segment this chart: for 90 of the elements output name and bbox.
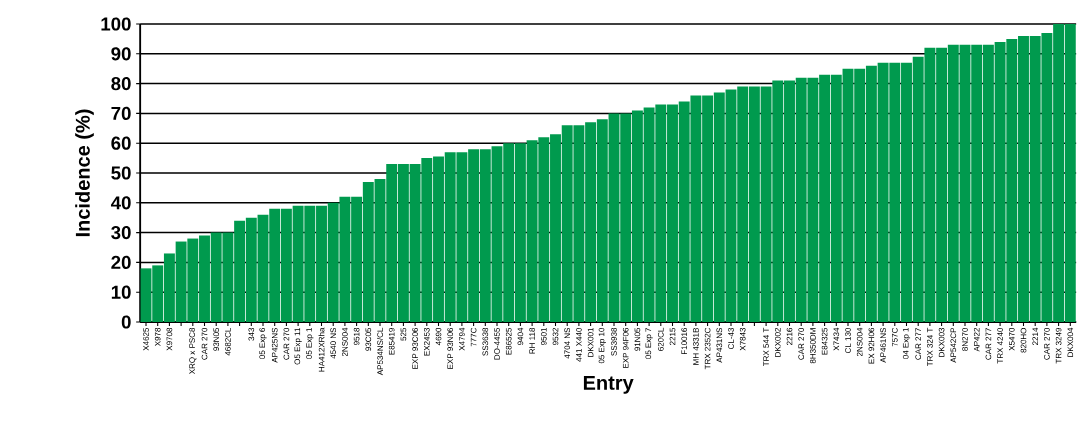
x-tick-label: 9501 (540, 328, 547, 346)
y-tick-label: 70 (111, 106, 131, 121)
x-tick-label: 4704 NS (564, 327, 571, 359)
x-tick-label: SS3638 (482, 327, 489, 356)
x-tick-label: X9708 (166, 327, 173, 351)
y-tick-label: 80 (111, 76, 131, 91)
x-tick-label: TRX 3249 (1055, 327, 1062, 364)
x-tick-label: EX 92H06 (868, 327, 875, 364)
x-tick-label: E86525 (505, 327, 512, 355)
x-tick-label: O5 Exp 11 (294, 327, 302, 365)
x-tick-label: EXP 93C06 (412, 327, 418, 369)
y-tick-label: 50 (111, 166, 131, 180)
x-tick-label: 4682CL (225, 327, 231, 356)
x-tick-label: EXP 93N06 (447, 327, 454, 369)
x-tick-label: 2214 (1032, 327, 1038, 345)
y-axis-title: Incidence (%) (75, 109, 94, 237)
x-tick-label: DO-4455 (494, 327, 500, 360)
x-tick-label: CAR 277 (915, 328, 922, 360)
x-tick-label: 93N05 (213, 327, 220, 351)
x-tick-label: X5470 (1008, 327, 1015, 351)
x-tick-label: 2NS004 (342, 327, 348, 357)
x-tick-label: XRQ x PSC8 (189, 327, 197, 375)
x-tick-label: E85419 (388, 327, 395, 355)
x-tick-label: AP534NS/CL (377, 327, 383, 376)
x-tick-label: 525 (400, 327, 407, 341)
x-tick-label: 8N270 (962, 327, 968, 351)
x-tick-label: AP431NS (716, 327, 723, 363)
x-tick-label: DKX002 (774, 328, 781, 357)
x-tick-label: CAR 270 (201, 327, 208, 360)
x-tick-label: HA412XRha (318, 327, 325, 372)
x-tick-label: X7434 (833, 327, 840, 351)
x-tick-label: SS3938 (611, 327, 617, 356)
x-tick-label: E84325 (821, 327, 828, 355)
y-tick-label: 20 (111, 255, 131, 270)
x-tick-label: AP542CP (950, 328, 957, 363)
x-tick-label: 05 Exp 6 (259, 327, 267, 359)
x-tick-label: TRX 4240 (997, 327, 1003, 364)
x-tick-label: 620CL (657, 327, 664, 351)
x-tick-label: 05 Exp 1 (306, 328, 314, 359)
x-tick-label: 8H350DM (810, 328, 816, 364)
y-tick-label: 40 (110, 196, 131, 210)
x-tick-label: DKX004 (1067, 327, 1074, 357)
x-tick-label: 04 Exp 1 (902, 328, 911, 359)
x-tick-label: DKX003 (938, 327, 945, 357)
x-tick-label: X4625 (143, 327, 149, 351)
x-tick-label: 2215 (669, 327, 676, 345)
x-tick-label: 05 Exp 10 (598, 327, 606, 364)
x-tick-label: RH 118 (529, 327, 535, 354)
x-tick-label: 2NS004 (856, 327, 863, 357)
x-tick-label: EXP 94F06 (622, 327, 629, 368)
y-tick-label: 0 (121, 315, 131, 329)
x-tick-label: AP425NS (271, 327, 278, 363)
x-tick-label: MH 4331B (693, 328, 699, 365)
x-tick-label: CAR 270 (1044, 327, 1050, 360)
x-tick-label: 91N05 (634, 327, 641, 351)
y-tick-label: 30 (111, 225, 131, 240)
x-tick-label: 9532 (552, 328, 559, 346)
x-tick-label: AP422 (973, 328, 980, 352)
x-tick-label: CAR 270 (283, 327, 290, 360)
x-tick-label: 441 X440 (576, 327, 582, 362)
x-tick-label: 9404 (517, 327, 524, 346)
x-tick-label: 2216 (786, 327, 793, 345)
x-tick-label: 757C (891, 327, 898, 347)
x-tick-label: TRX 324 T (927, 327, 933, 367)
x-tick-label: CAR 270 (798, 327, 805, 360)
x-tick-label: 343 (248, 327, 255, 341)
x-tick-label: X4794 (459, 327, 465, 351)
x-tick-label: X978 (154, 327, 161, 347)
x-tick-label: X7843 (739, 327, 746, 351)
x-tick-label: 93C05 (365, 327, 372, 351)
x-tick-label: 05 Exp 7 (645, 328, 653, 359)
y-tick-label: 100 (101, 17, 131, 31)
x-tick-label: 777C (470, 327, 477, 347)
x-tick-label: AP461NS (880, 327, 886, 363)
x-tick-label: TRX 2352C (704, 327, 711, 370)
x-tick-label: 4690 (435, 327, 442, 346)
x-tick-label: 9518 (353, 327, 360, 346)
x-tick-label: F10016 (681, 327, 688, 355)
x-tick-label: DKX001 (587, 328, 594, 357)
x-tick-label: CL-43 (728, 327, 734, 349)
y-tick-label: 90 (111, 47, 131, 61)
x-tick-label: 4540 NS (330, 327, 337, 359)
x-tick-label: TRX 544 T (763, 327, 769, 367)
x-tick-label: CL 130 (845, 327, 851, 353)
x-tick-label: CAR 277 (985, 328, 992, 360)
y-tick-label: 60 (111, 136, 131, 150)
y-tick-label: 10 (111, 285, 131, 299)
x-tick-label: EX2453 (423, 327, 430, 356)
x-axis-title: Entry (583, 375, 634, 394)
x-tick-label: 820HO (1020, 327, 1027, 353)
